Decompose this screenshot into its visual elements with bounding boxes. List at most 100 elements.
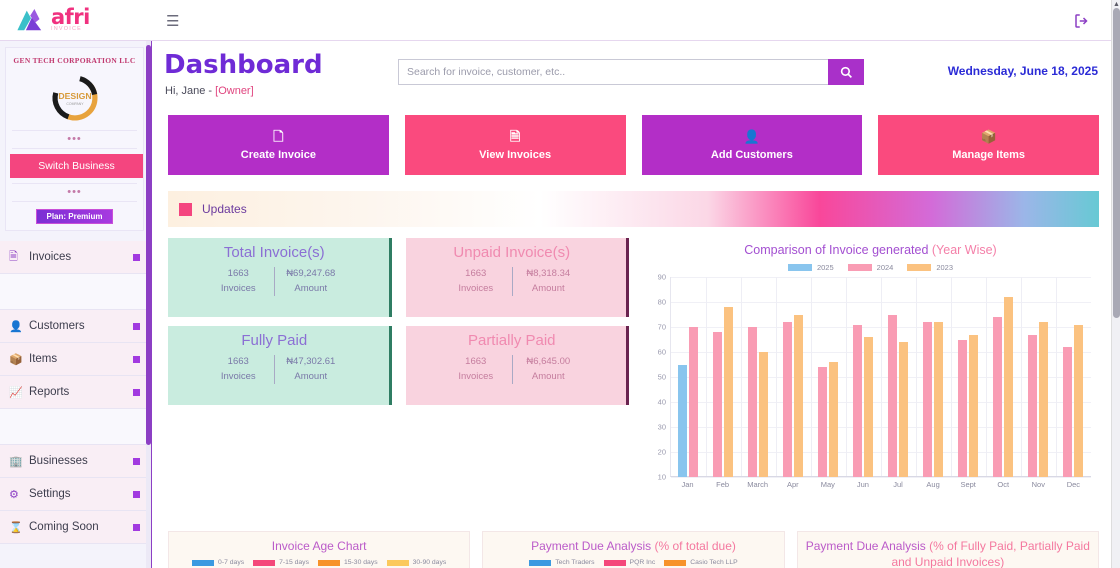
svg-text:COMPANY: COMPANY <box>66 102 84 106</box>
bar[interactable] <box>1063 347 1073 477</box>
grid-line <box>950 277 952 476</box>
sidebar: GEN TECH CORPORATION LLC DESIGN COMPANY … <box>0 41 152 568</box>
bar[interactable] <box>758 352 768 477</box>
bar[interactable] <box>958 339 968 477</box>
add-customers-button[interactable]: 👤 Add Customers <box>641 115 863 175</box>
stat-card-fully-paid[interactable]: Fully Paid 1663 Invoices ₦47,302.61 Amou… <box>168 326 392 405</box>
bar-group <box>986 277 1021 477</box>
bar-group <box>951 277 986 477</box>
legend-label: PQR Inc <box>629 559 656 567</box>
bar[interactable] <box>969 334 979 477</box>
manage-items-button[interactable]: 📦 Manage Items <box>878 115 1099 175</box>
switch-business-button[interactable]: Switch Business <box>10 154 143 178</box>
chart-title: Comparison of Invoice generated (Year Wi… <box>642 238 1099 257</box>
sidebar-item-invoices[interactable]: 🗎 Invoices <box>0 241 149 274</box>
search-input[interactable] <box>398 59 828 85</box>
chart-title-suffix: (Year Wise) <box>931 243 997 257</box>
scroll-up-arrow[interactable]: ▲ <box>1113 1 1120 8</box>
legend-swatch <box>529 559 552 566</box>
bar[interactable] <box>747 327 757 477</box>
legend-item: 2023 <box>907 263 953 272</box>
y-axis-tick: 80 <box>657 297 666 307</box>
logout-icon[interactable] <box>1073 12 1091 30</box>
x-axis-tick: Jan <box>681 480 694 489</box>
bottom-charts: Invoice Age Chart 0-7 days 7-15 days 15-30… <box>168 531 1099 568</box>
x-axis-tick: Nov <box>1031 480 1045 489</box>
y-axis-tick: 10 <box>657 472 666 482</box>
bar[interactable] <box>793 314 803 477</box>
updates-banner[interactable]: Updates <box>168 191 1099 227</box>
bar[interactable] <box>1074 324 1084 477</box>
legend-item: PQR Inc <box>603 559 656 567</box>
legend-item: 7-15 days <box>253 559 309 566</box>
stat-amount-block: ₦6,645.00 Amount <box>511 355 584 385</box>
stat-amount-label: Amount <box>531 282 565 294</box>
stat-count: 1663 <box>227 268 249 279</box>
x-axis-tick: Oct <box>997 480 1010 489</box>
bar[interactable] <box>899 342 908 477</box>
bar[interactable] <box>934 322 944 477</box>
window-scrollbar-thumb[interactable] <box>1113 8 1120 318</box>
logo-subtext: INVOICE <box>51 25 83 32</box>
y-axis: 10 20 30 40 50 60 70 80 90 <box>642 273 668 482</box>
sidebar-item-settings[interactable]: ⚙ Settings <box>0 478 149 511</box>
stat-card-partially-paid[interactable]: Partially Paid 1663 Invoices ₦6,645.00 A… <box>405 326 629 405</box>
sidebar-scrollbar[interactable] <box>146 41 151 568</box>
search-button[interactable] <box>828 59 864 85</box>
x-axis-tick: Sept <box>960 480 976 489</box>
sidebar-item-customers[interactable]: 👤 Customers <box>0 310 149 343</box>
invoice-age-chart: Invoice Age Chart 0-7 days 7-15 days 15-30… <box>168 531 471 568</box>
legend-label: 2023 <box>936 263 954 272</box>
settings-gear-icon: ⚙ <box>9 488 19 501</box>
bar[interactable] <box>828 362 838 477</box>
app-logo[interactable]: afri INVOICE <box>14 6 90 33</box>
stat-count-label: Invoices <box>458 370 494 382</box>
chart-title-main: Comparison of Invoice generated <box>744 243 932 257</box>
y-axis-tick: 20 <box>657 447 666 457</box>
sidebar-item-businesses[interactable]: 🏢 Businesses <box>0 445 149 478</box>
bar[interactable] <box>888 314 897 477</box>
legend-item: 2025 <box>787 263 834 272</box>
bar[interactable] <box>782 322 792 477</box>
bar[interactable] <box>1004 297 1014 477</box>
bar[interactable] <box>863 337 873 477</box>
stat-count-label: Invoices <box>458 282 494 294</box>
stat-title: Unpaid Invoice(s) <box>453 244 571 261</box>
create-invoice-button[interactable]: 🗋 Create Invoice <box>168 115 389 175</box>
legend-label: Tech Traders <box>555 559 595 567</box>
bar[interactable] <box>852 324 862 477</box>
legend-item: Tech Traders <box>529 559 595 567</box>
greeting-prefix: Hi, Jane - <box>165 85 216 97</box>
chart-title-suffix: (% of total due) <box>654 539 736 553</box>
stat-amount-block: ₦69,247.68 Amount <box>274 267 346 297</box>
bar[interactable] <box>923 322 933 477</box>
business-name: GEN TECH CORPORATION LLC <box>13 56 136 65</box>
bar[interactable] <box>712 332 722 477</box>
bar-group <box>845 277 880 477</box>
bar[interactable] <box>1028 334 1038 477</box>
bar[interactable] <box>688 327 698 477</box>
sidebar-scrollbar-thumb[interactable] <box>146 45 151 445</box>
bar[interactable] <box>677 364 687 477</box>
window-scrollbar[interactable]: ▲ <box>1111 0 1120 568</box>
bar[interactable] <box>723 307 733 477</box>
bar[interactable] <box>1039 322 1049 477</box>
view-invoices-button[interactable]: 🗎 View Invoices <box>404 115 626 175</box>
chart-grid <box>670 277 1091 478</box>
stat-amount: ₦6,645.00 <box>526 356 571 367</box>
search-icon <box>840 66 852 78</box>
hamburger-icon[interactable]: ☰ <box>166 13 180 30</box>
bar[interactable] <box>817 367 827 477</box>
stat-card-unpaid-invoices[interactable]: Unpaid Invoice(s) 1663 Invoices ₦8,318.3… <box>405 238 629 317</box>
bar[interactable] <box>993 317 1003 477</box>
action-label: Create Invoice <box>240 148 316 161</box>
sidebar-item-reports[interactable]: 📈 Reports <box>0 376 149 409</box>
sidebar-item-items[interactable]: 📦 Items <box>0 343 149 376</box>
stat-card-total-invoices[interactable]: Total Invoice(s) 1663 Invoices ₦69,247.6… <box>168 238 392 317</box>
sidebar-item-coming-soon[interactable]: ⌛ Coming Soon <box>0 511 149 544</box>
user-plus-icon: 👤 <box>743 128 760 144</box>
grid-line <box>776 277 777 476</box>
invoice-comparison-chart: Comparison of Invoice generated (Year Wi… <box>642 238 1099 525</box>
legend-label: Casio Tech LLP <box>690 559 738 567</box>
